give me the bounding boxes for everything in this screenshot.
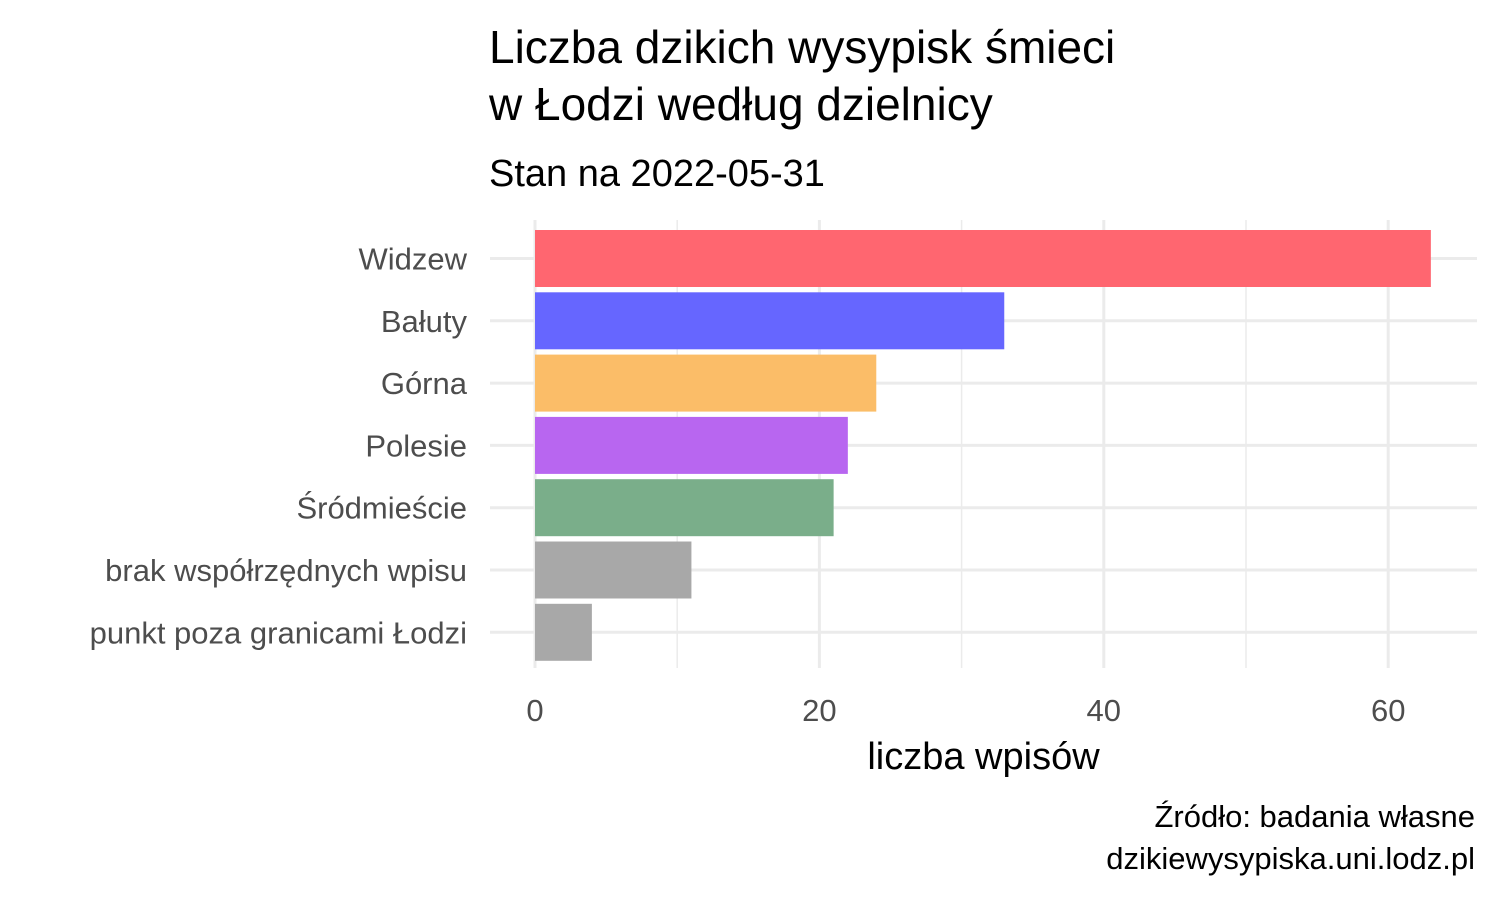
category-label: punkt poza granicami Łodzi — [90, 615, 467, 650]
caption-url: dzikiewysypiska.uni.lodz.pl — [1106, 841, 1475, 876]
chart-title-line-2: w Łodzi według dzielnicy — [489, 78, 993, 130]
bar — [535, 479, 834, 537]
category-label: Polesie — [365, 428, 467, 463]
x-tick-label: 0 — [526, 693, 543, 728]
bar — [535, 416, 848, 474]
bar — [535, 541, 692, 599]
category-labels: Widzew Bałuty Górna Polesie Śródmieście brak … — [90, 242, 468, 651]
category-label: brak współrzędnych wpisu — [105, 553, 467, 588]
x-tick-label: 20 — [802, 693, 836, 728]
chart-subtitle: Stan na 2022-05-31 — [489, 153, 825, 195]
bar — [535, 292, 1005, 350]
x-axis-label: liczba wpisów — [867, 736, 1100, 778]
category-label: Bałuty — [381, 304, 468, 339]
x-tick-label: 40 — [1087, 693, 1121, 728]
bar — [535, 603, 592, 661]
category-label: Górna — [381, 366, 468, 401]
x-tick-labels: 0 20 40 60 — [526, 693, 1405, 728]
chart-title-line-1: Liczba dzikich wysypisk śmieci — [489, 21, 1116, 73]
x-tick-label: 60 — [1371, 693, 1405, 728]
category-label: Widzew — [358, 242, 467, 277]
bar — [535, 354, 877, 412]
bar — [535, 230, 1431, 287]
caption-source: Źródło: badania własne — [1154, 799, 1475, 834]
bars — [535, 230, 1431, 661]
category-label: Śródmieście — [296, 490, 467, 526]
